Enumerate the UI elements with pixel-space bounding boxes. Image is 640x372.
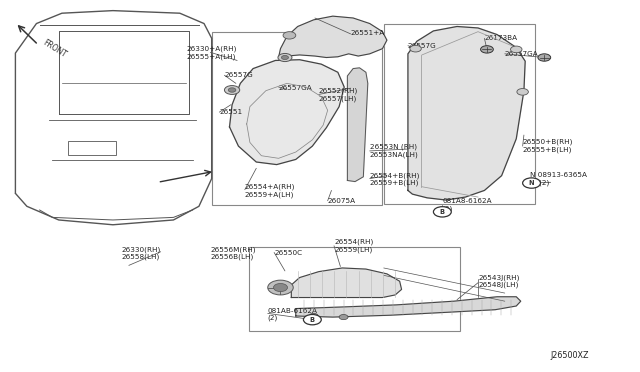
Bar xyxy=(248,247,460,331)
Polygon shape xyxy=(408,26,525,200)
Circle shape xyxy=(339,314,348,320)
Text: 26557G: 26557G xyxy=(225,72,253,78)
Circle shape xyxy=(282,55,289,60)
Polygon shape xyxy=(278,16,387,58)
Text: 26557GA: 26557GA xyxy=(505,51,538,57)
Text: 081AB-6162A
(2): 081AB-6162A (2) xyxy=(268,308,317,321)
Text: 26550+B(RH)
26555+B(LH): 26550+B(RH) 26555+B(LH) xyxy=(523,139,573,153)
Text: 26553N (RH)
26553NA(LH): 26553N (RH) 26553NA(LH) xyxy=(370,144,419,158)
Text: 26330+A(RH)
26555+A(LH): 26330+A(RH) 26555+A(LH) xyxy=(186,46,237,60)
Text: 26551+A: 26551+A xyxy=(351,30,385,36)
Circle shape xyxy=(309,313,318,318)
Text: 081A8-6162A
(2): 081A8-6162A (2) xyxy=(442,198,492,212)
Text: 26552(RH)
26557(LH): 26552(RH) 26557(LH) xyxy=(319,87,358,102)
Polygon shape xyxy=(291,268,401,298)
Bar xyxy=(68,141,116,155)
Text: B: B xyxy=(310,317,315,323)
Text: 26557GA: 26557GA xyxy=(278,85,312,91)
Circle shape xyxy=(517,89,529,95)
Circle shape xyxy=(228,88,236,92)
Text: 26173BA: 26173BA xyxy=(484,35,518,41)
Text: 26330(RH)
26558(LH): 26330(RH) 26558(LH) xyxy=(121,246,161,260)
Circle shape xyxy=(538,54,550,61)
Text: 26550C: 26550C xyxy=(274,250,302,256)
Circle shape xyxy=(433,207,451,217)
Text: B: B xyxy=(440,209,445,215)
Text: N: N xyxy=(529,180,534,186)
Text: 26075A: 26075A xyxy=(328,198,356,204)
Bar xyxy=(212,32,383,205)
Polygon shape xyxy=(296,297,521,317)
Circle shape xyxy=(511,46,522,53)
Text: 26557G: 26557G xyxy=(408,43,436,49)
Circle shape xyxy=(283,32,296,39)
Circle shape xyxy=(410,45,421,52)
Text: 26554(RH)
26559(LH): 26554(RH) 26559(LH) xyxy=(334,239,373,253)
Bar xyxy=(384,24,536,205)
Text: 26554+A(RH)
26559+A(LH): 26554+A(RH) 26559+A(LH) xyxy=(245,183,295,198)
Circle shape xyxy=(303,314,321,325)
Text: N 08913-6365A
    (2): N 08913-6365A (2) xyxy=(531,173,588,186)
Text: J26500XZ: J26500XZ xyxy=(550,350,589,360)
Circle shape xyxy=(273,283,287,292)
Polygon shape xyxy=(230,60,344,164)
Text: 26543J(RH)
26548J(LH): 26543J(RH) 26548J(LH) xyxy=(478,274,520,288)
Text: 26554+B(RH)
26559+B(LH): 26554+B(RH) 26559+B(LH) xyxy=(370,172,420,186)
Circle shape xyxy=(481,46,493,53)
Circle shape xyxy=(268,280,293,295)
Text: FRONT: FRONT xyxy=(41,38,68,60)
Circle shape xyxy=(523,178,540,188)
Circle shape xyxy=(225,86,240,94)
Text: 26556M(RH)
26556B(LH): 26556M(RH) 26556B(LH) xyxy=(211,246,256,260)
Text: 26551: 26551 xyxy=(220,109,243,115)
Circle shape xyxy=(278,54,292,62)
Polygon shape xyxy=(348,68,368,182)
